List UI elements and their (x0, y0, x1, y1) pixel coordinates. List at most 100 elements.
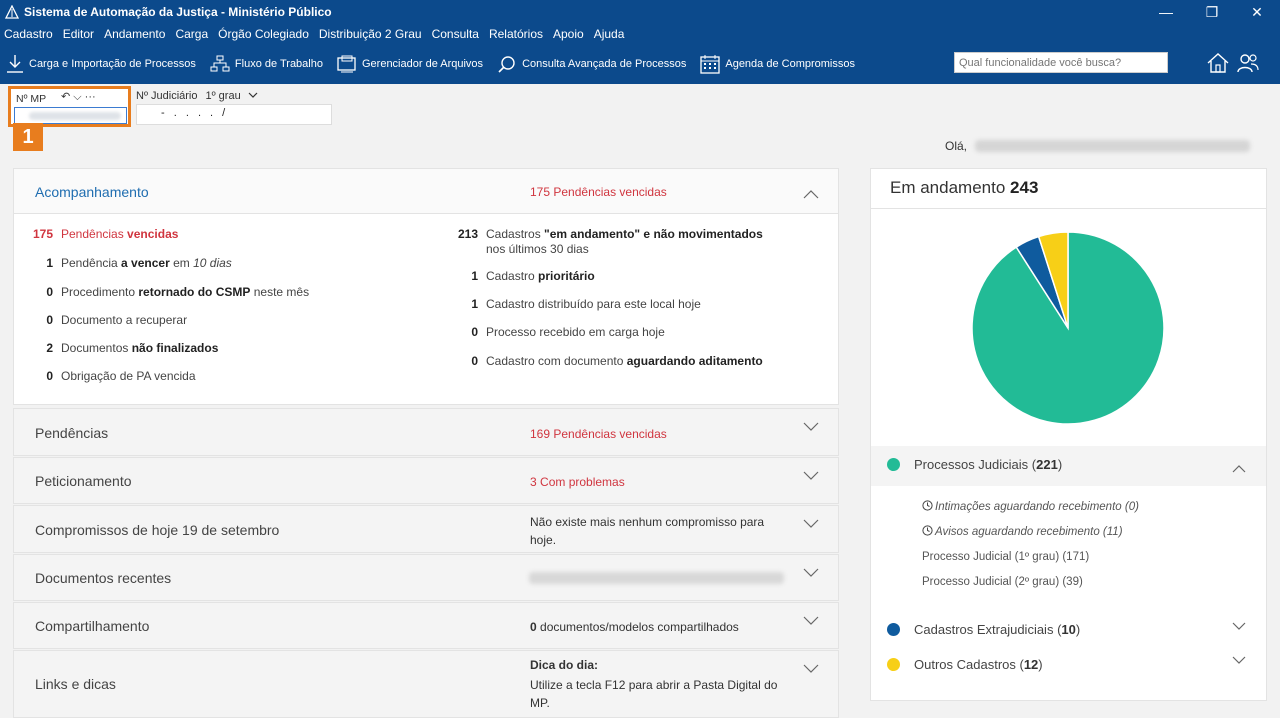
acompanhamento-item[interactable]: 1 Cadastro distribuído para este local ho… (448, 297, 778, 312)
chevron-down-icon[interactable] (803, 471, 819, 481)
home-icon[interactable] (1206, 52, 1230, 74)
item-text: Procedimento retornado do CSMP neste mês (61, 285, 310, 299)
menu-orgao-colegiado[interactable]: Órgão Colegiado (218, 27, 309, 41)
menu-apoio[interactable]: Apoio (553, 27, 584, 41)
title-bar: Sistema de Automação da Justiça - Minist… (0, 0, 1280, 24)
processos-judiciais-subitem[interactable]: Processo Judicial (2º grau) (39) (922, 576, 1083, 588)
processos-judiciais-subitem[interactable]: Processo Judicial (1º grau) (171) (922, 551, 1089, 563)
acompanhamento-header[interactable]: Acompanhamento 175 Pendências vencidas (14, 169, 838, 214)
chevron-up-icon[interactable] (1232, 464, 1246, 473)
item-text: Obrigação de PA vencida (61, 369, 196, 383)
processos-judiciais-header[interactable] (871, 446, 1266, 486)
legend-processos-judiciais[interactable]: Processos Judiciais (221) (887, 457, 1062, 472)
legend-label: Outros Cadastros (12) (914, 657, 1043, 672)
acompanhamento-item[interactable]: 1 Pendência a vencer em 10 dias (23, 256, 232, 270)
acompanhamento-item[interactable]: 0 Cadastro com documento aguardando adita… (448, 354, 778, 369)
menu-distribuicao-2-grau[interactable]: Distribuição 2 Grau (318, 27, 422, 41)
menu-relatorios[interactable]: Relatórios (488, 27, 543, 41)
processos-judiciais-subitem[interactable]: Intimações aguardando recebimento (0) (922, 500, 1139, 513)
menu-cadastro[interactable]: Cadastro (4, 27, 53, 41)
acompanhamento-panel: Acompanhamento 175 Pendências vencidas 1… (13, 168, 839, 405)
judiciario-number-input[interactable]: - . . . . / (136, 104, 332, 125)
acompanhamento-item[interactable]: 0 Procedimento retornado do CSMP neste mê… (23, 285, 309, 299)
compartilhamento-status: 0 documentos/modelos compartilhados (530, 620, 739, 634)
chevron-up-icon[interactable] (803, 189, 819, 199)
item-text: Documento a recuperar (61, 313, 188, 327)
pie-slice-processos-judiciais[interactable] (971, 231, 1165, 425)
chevron-down-icon[interactable] (803, 422, 819, 432)
subitem-text: Avisos aguardando recebimento (11) (935, 526, 1123, 538)
clock-icon (922, 500, 933, 511)
item-count: 213 (457, 227, 478, 241)
chevron-down-icon[interactable] (248, 92, 258, 99)
em-andamento-title: Em andamento 243 (890, 178, 1039, 197)
legend-cadastros-extrajudiciais[interactable]: Cadastros Extrajudiciais (10) (887, 622, 1080, 637)
consulta-avancada-label: Consulta Avançada de Processos (522, 58, 687, 70)
menu-editor[interactable]: Editor (62, 27, 95, 41)
item-text: Cadastro com documento aguardando aditam… (486, 354, 763, 368)
links-dicas-panel[interactable]: Links e dicas Dica do dia: Utilize a tec… (13, 650, 839, 718)
restore-button[interactable]: ❐ (1205, 3, 1219, 20)
gerenciador-arquivos-button[interactable]: Gerenciador de Arquivos (337, 55, 483, 73)
compromissos-status: Não existe mais nenhum compromisso para … (530, 515, 765, 547)
menu-carga[interactable]: Carga (175, 27, 209, 41)
chevron-down-icon[interactable] (803, 664, 819, 674)
legend-outros-cadastros[interactable]: Outros Cadastros (12) (887, 657, 1043, 672)
grau-select[interactable]: 1º grau (205, 90, 241, 102)
item-text: Cadastro prioritário (486, 269, 595, 283)
process-number-fields: Nº MP ↶ ⌵ ··· Nº Judiciário 1º grau - . .… (0, 84, 1280, 164)
acompanhamento-item[interactable]: 175 Pendências vencidas (23, 227, 178, 241)
chevron-down-icon[interactable] (1232, 656, 1246, 665)
item-text: Processo recebido em carga hoje (486, 325, 665, 339)
mp-number-input[interactable] (14, 107, 127, 124)
menu-consulta[interactable]: Consulta (431, 27, 479, 41)
feature-search-input[interactable] (954, 52, 1168, 73)
peticionamento-panel[interactable]: Peticionamento 3 Com problemas (13, 457, 839, 504)
chevron-down-icon[interactable] (803, 616, 819, 626)
chevron-down-icon[interactable] (803, 568, 819, 578)
compartilhamento-panel[interactable]: Compartilhamento 0 documentos/modelos co… (13, 602, 839, 649)
close-button[interactable]: ✕ (1251, 3, 1263, 20)
acompanhamento-item[interactable]: 0 Obrigação de PA vencida (23, 369, 196, 383)
chevron-down-icon[interactable] (1232, 622, 1246, 631)
item-text: Pendência a vencer em 10 dias (61, 256, 232, 270)
menu-andamento[interactable]: Andamento (104, 27, 166, 41)
peticionamento-status: 3 Com problemas (530, 475, 625, 489)
users-icon[interactable] (1236, 52, 1260, 74)
acompanhamento-item[interactable]: 1 Cadastro prioritário (448, 269, 778, 284)
consulta-avancada-button[interactable]: Consulta Avançada de Processos (497, 54, 686, 74)
links-dicas-title: Links e dicas (35, 676, 116, 692)
workflow-icon (210, 55, 230, 72)
acompanhamento-item[interactable]: 213 Cadastros "em andamento" e não movime… (448, 227, 778, 257)
carga-importacao-button[interactable]: Carga e Importação de Processos (6, 54, 196, 74)
em-andamento-panel: Em andamento 243 Processos Judiciais (22… (870, 168, 1267, 701)
peticionamento-title: Peticionamento (35, 473, 132, 489)
item-count: 175 (32, 227, 53, 241)
acompanhamento-title: Acompanhamento (35, 184, 149, 200)
processos-judiciais-subitem[interactable]: Avisos aguardando recebimento (11) (922, 525, 1123, 538)
minimize-button[interactable]: — (1159, 4, 1173, 20)
documentos-recentes-title: Documentos recentes (35, 570, 172, 586)
menu-ajuda[interactable]: Ajuda (593, 27, 625, 41)
chevron-down-icon[interactable] (803, 519, 819, 529)
compromissos-title: Compromissos de hoje 19 de setembro (35, 522, 280, 538)
judiciario-label: Nº Judiciário (136, 90, 198, 102)
acompanhamento-item[interactable]: 0 Processo recebido em carga hoje (448, 325, 778, 340)
redacted-value (29, 112, 121, 120)
pie-slice-outros-cadastros[interactable] (1037, 231, 1069, 329)
mp-number-group: Nº MP ↶ ⌵ ··· (8, 86, 131, 127)
item-count: 0 (471, 325, 478, 339)
mp-history-controls[interactable]: ↶ ⌵ ··· (61, 91, 96, 103)
acompanhamento-item[interactable]: 2 Documentos não finalizados (23, 341, 218, 355)
app-logo-icon (5, 5, 19, 19)
fluxo-trabalho-button[interactable]: Fluxo de Trabalho (210, 55, 323, 73)
download-icon (7, 55, 23, 73)
item-count: 2 (46, 341, 53, 355)
documentos-recentes-panel[interactable]: Documentos recentes (13, 554, 839, 601)
compromissos-panel[interactable]: Compromissos de hoje 19 de setembro Não … (13, 505, 839, 553)
mp-number-label: Nº MP (16, 93, 47, 105)
agenda-compromissos-button[interactable]: Agenda de Compromissos (700, 54, 855, 74)
pendencias-panel[interactable]: Pendências 169 Pendências vencidas (13, 408, 839, 456)
calendar-icon (700, 55, 721, 74)
acompanhamento-item[interactable]: 0 Documento a recuperar (23, 313, 187, 327)
